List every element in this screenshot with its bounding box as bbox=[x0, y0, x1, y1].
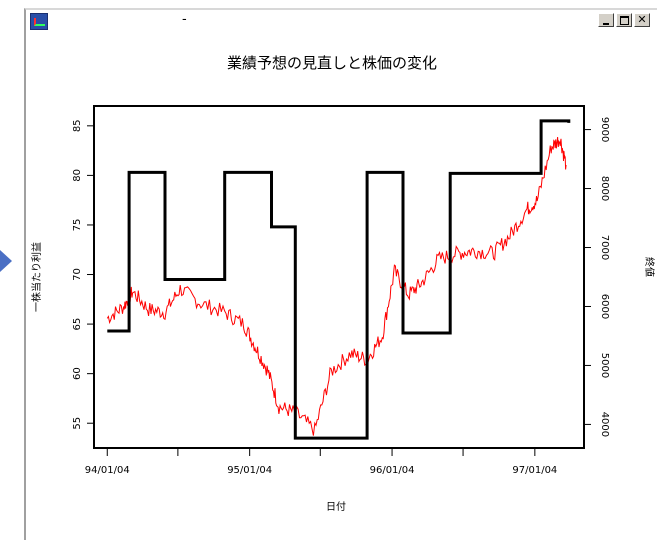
x-tick-label: 97/01/04 bbox=[512, 465, 557, 476]
y-right-tick-label: 8000 bbox=[599, 176, 610, 201]
y-left-tick-label: 55 bbox=[72, 417, 83, 430]
y-right-tick-label: 7000 bbox=[599, 235, 610, 260]
x-axis-label: 日付 bbox=[326, 500, 346, 513]
y-left-label: 一株当たり利益 bbox=[30, 242, 43, 312]
y-left-tick-label: 80 bbox=[72, 169, 83, 182]
window-title: - bbox=[182, 12, 187, 27]
series-eps-step-line bbox=[107, 119, 571, 440]
chart-title: 業績予想の見直しと株価の変化 bbox=[227, 54, 437, 72]
minimize-icon[interactable] bbox=[598, 13, 614, 27]
series-price-line bbox=[106, 136, 567, 436]
x-tick-label: 94/01/04 bbox=[85, 465, 130, 476]
chart-app-icon[interactable] bbox=[30, 13, 48, 30]
y-right-tick-label: 6000 bbox=[599, 294, 610, 319]
y-left-tick-label: 70 bbox=[72, 268, 83, 281]
x-tick-label: 95/01/04 bbox=[227, 465, 272, 476]
y-left-tick-label: 60 bbox=[72, 367, 83, 380]
plot-frame bbox=[93, 105, 585, 449]
title-bar[interactable]: - bbox=[26, 10, 657, 32]
arrow-right-icon bbox=[0, 250, 12, 272]
maximize-icon[interactable] bbox=[616, 13, 632, 27]
x-tick-label: 96/01/04 bbox=[370, 465, 415, 476]
y-right-tick-label: 5000 bbox=[599, 353, 610, 378]
y-right-tick-label: 4000 bbox=[599, 412, 610, 437]
y-left-tick-label: 65 bbox=[72, 318, 83, 331]
close-icon[interactable] bbox=[634, 13, 650, 27]
y-right-tick-label: 9000 bbox=[599, 117, 610, 142]
y-right-label: 終値 bbox=[643, 257, 656, 277]
y-left-tick-label: 75 bbox=[72, 219, 83, 232]
y-left-tick-label: 85 bbox=[72, 119, 83, 132]
